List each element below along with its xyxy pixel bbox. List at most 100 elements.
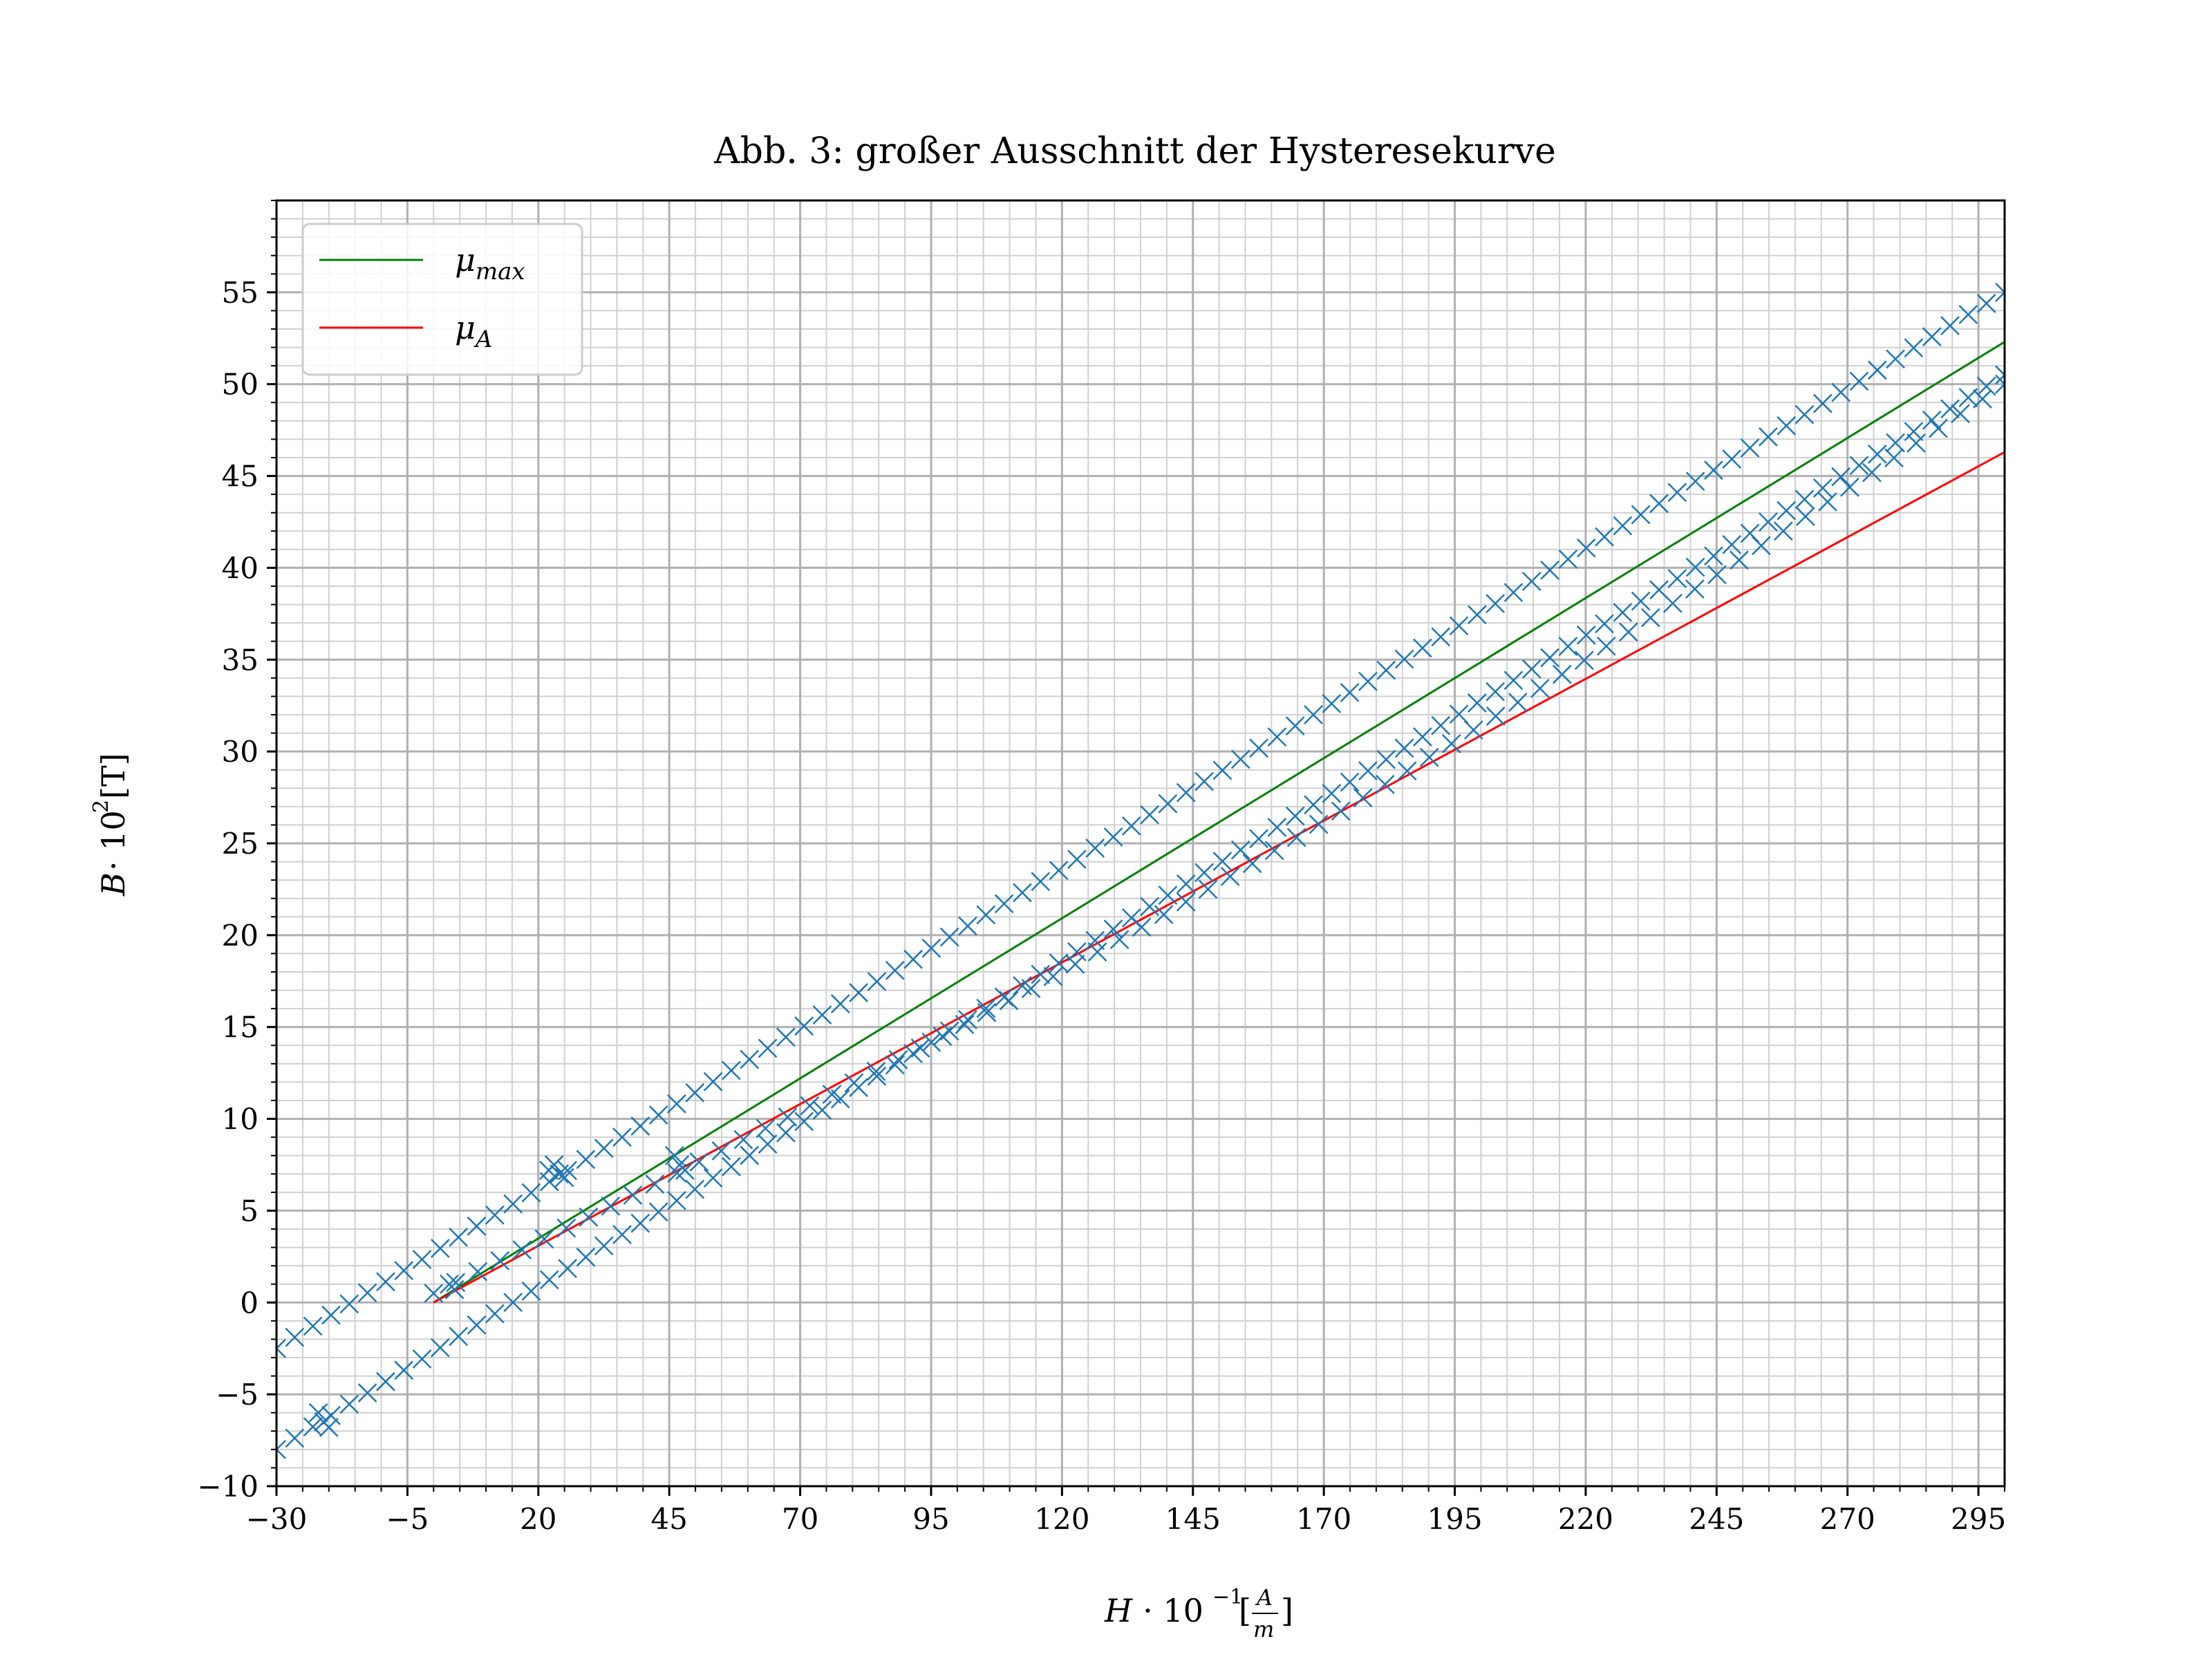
data-point-marker <box>1449 704 1469 724</box>
data-point-marker <box>976 998 996 1018</box>
data-point-marker <box>1220 866 1240 886</box>
data-point-marker <box>579 1207 599 1227</box>
data-point-marker <box>1031 964 1051 984</box>
data-point-marker <box>612 1127 632 1147</box>
data-point-marker <box>1685 471 1705 491</box>
data-point-marker <box>1740 438 1760 458</box>
data-point-marker <box>1794 489 1815 509</box>
data-point-marker <box>339 1394 359 1414</box>
y-axis-label-exponent: 2 <box>89 800 113 813</box>
data-point-marker <box>1304 795 1323 815</box>
data-point-marker <box>1419 747 1439 767</box>
data-point-marker <box>444 1280 465 1300</box>
data-point-marker <box>1242 854 1262 874</box>
data-point-marker <box>1704 546 1723 566</box>
data-point-marker <box>1340 682 1360 702</box>
data-point-marker <box>376 1371 395 1391</box>
data-point-marker <box>776 1123 796 1143</box>
data-point-marker <box>867 1067 887 1086</box>
data-point-marker <box>1340 772 1360 792</box>
data-point-marker <box>1358 761 1378 780</box>
data-point-marker <box>1940 399 1960 419</box>
data-point-marker <box>1704 460 1723 480</box>
data-point-marker <box>1618 622 1638 642</box>
data-point-marker <box>1707 565 1727 585</box>
data-point-marker <box>1976 376 1996 396</box>
data-point-marker <box>1777 500 1797 521</box>
data-point-marker <box>1521 572 1541 591</box>
data-point-marker <box>503 1293 523 1313</box>
x-tick-label: 245 <box>1689 1502 1744 1536</box>
data-point-marker <box>594 1138 614 1159</box>
data-point-marker <box>1812 478 1833 498</box>
data-point-marker <box>1485 706 1506 726</box>
data-point-marker <box>576 1150 596 1170</box>
y-tick-label: 55 <box>222 276 259 310</box>
data-point-marker <box>1906 433 1926 453</box>
data-point-marker <box>303 1316 323 1336</box>
data-point-marker <box>630 1116 650 1136</box>
data-point-marker <box>467 1216 487 1236</box>
data-point-marker <box>703 1071 723 1091</box>
data-point-marker <box>1198 879 1218 899</box>
data-point-marker <box>1375 774 1395 794</box>
data-point-marker <box>1759 512 1778 532</box>
axis-ticks <box>267 200 2005 1496</box>
data-point-marker <box>1285 806 1305 826</box>
data-point-marker <box>490 1250 510 1271</box>
data-point-marker <box>376 1272 395 1292</box>
data-point-marker <box>667 1191 686 1210</box>
data-point-marker <box>449 1327 469 1347</box>
data-point-marker <box>449 1228 469 1247</box>
data-point-marker <box>550 1164 569 1184</box>
y-tick-label: 50 <box>222 368 259 402</box>
x-tick-label: −5 <box>386 1502 429 1536</box>
data-point-marker <box>645 1174 665 1194</box>
x-tick-label: 45 <box>650 1502 687 1536</box>
x-tick-label: 220 <box>1558 1502 1613 1536</box>
data-point-marker <box>1358 671 1378 691</box>
y-tick-label: 30 <box>222 735 259 769</box>
data-point-marker <box>1640 608 1660 628</box>
data-point-marker <box>1158 885 1178 905</box>
data-point-marker <box>1574 650 1594 671</box>
data-point-marker <box>776 1027 796 1047</box>
data-point-marker <box>1558 637 1578 657</box>
data-point-marker <box>424 1284 444 1303</box>
data-point-marker <box>1376 660 1396 680</box>
data-point-marker <box>1886 349 1905 369</box>
data-point-marker <box>1904 422 1924 442</box>
data-point-marker <box>955 1015 975 1034</box>
data-point-marker <box>1158 794 1178 814</box>
data-point-marker <box>1849 371 1869 391</box>
data-point-marker <box>1685 579 1705 599</box>
data-point-marker <box>303 1417 323 1437</box>
data-point-marker <box>1940 316 1960 335</box>
data-point-marker <box>1667 482 1687 503</box>
data-point-marker <box>1249 829 1268 849</box>
data-point-marker <box>1576 538 1596 558</box>
data-point-marker <box>601 1197 621 1216</box>
data-point-marker <box>1176 892 1196 912</box>
data-point-marker <box>1796 507 1815 527</box>
data-point-marker <box>276 1338 286 1358</box>
data-point-marker <box>1867 444 1887 464</box>
data-point-marker <box>758 1134 778 1154</box>
data-point-marker <box>1176 782 1196 803</box>
y-tick-label: 15 <box>222 1011 259 1044</box>
data-point-marker <box>885 961 905 980</box>
data-point-marker <box>1267 727 1287 747</box>
data-point-marker <box>446 1273 466 1293</box>
data-point-marker <box>812 1100 832 1120</box>
x-tick-label: 95 <box>912 1502 949 1536</box>
data-point-marker <box>1085 930 1105 950</box>
data-point-marker <box>1087 942 1107 962</box>
data-point-marker <box>1132 917 1152 937</box>
data-point-marker <box>844 1073 864 1093</box>
data-point-marker <box>339 1294 359 1314</box>
data-point-marker <box>994 894 1014 914</box>
data-point-marker <box>1777 415 1797 435</box>
data-point-marker <box>740 1049 760 1069</box>
data-point-marker <box>822 1085 842 1105</box>
data-point-marker <box>394 1261 414 1281</box>
